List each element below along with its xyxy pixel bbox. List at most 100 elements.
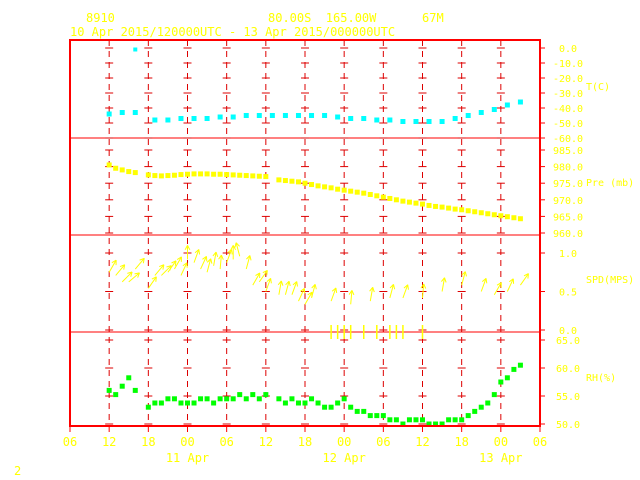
pressure-point bbox=[191, 171, 197, 177]
temp-point bbox=[400, 119, 406, 124]
wind-arrow-head bbox=[182, 262, 188, 267]
pressure-point bbox=[256, 173, 262, 179]
humidity-point bbox=[256, 396, 262, 402]
x-tick-label: 00 bbox=[494, 435, 508, 449]
pressure-point bbox=[309, 182, 315, 188]
humidity-point bbox=[309, 396, 315, 402]
wind-arrow bbox=[265, 277, 272, 292]
temp-point bbox=[295, 113, 301, 118]
humidity-point bbox=[465, 413, 471, 419]
x-tick-label: 00 bbox=[337, 435, 351, 449]
humidity-point bbox=[152, 400, 158, 406]
pressure-point bbox=[393, 197, 399, 203]
x-tick-label: 06 bbox=[533, 435, 547, 449]
wind-arrow-head bbox=[389, 284, 394, 289]
pressure-point bbox=[165, 173, 171, 179]
wind-arrow-shaft bbox=[219, 255, 222, 270]
wind-arrow bbox=[230, 245, 237, 260]
x-tick-label: 12 bbox=[259, 435, 273, 449]
station-elevation: 67M bbox=[422, 11, 444, 25]
wind-arrow-head bbox=[210, 258, 213, 264]
wind-arrow bbox=[389, 284, 396, 299]
wind-arrow bbox=[161, 265, 172, 276]
humidity-point bbox=[289, 396, 295, 402]
wind-arrow-shaft bbox=[235, 242, 241, 257]
y-tick-label: -60.0 bbox=[553, 134, 583, 145]
wind-arrow-head bbox=[127, 271, 133, 274]
temp-point bbox=[191, 116, 197, 121]
pressure-point bbox=[178, 172, 184, 178]
temp-point bbox=[132, 110, 138, 115]
wind-arrow-head bbox=[351, 290, 355, 296]
wind-arrow-head bbox=[166, 265, 172, 268]
x-tick-label: 06 bbox=[376, 435, 390, 449]
panel-label: RH(%) bbox=[586, 373, 616, 384]
pressure-point bbox=[315, 183, 321, 189]
pressure-point bbox=[171, 172, 177, 178]
wind-arrow-head bbox=[194, 249, 200, 254]
humidity-point bbox=[387, 417, 393, 423]
wind-arrow bbox=[480, 277, 488, 292]
wind-arrow-head bbox=[527, 273, 529, 279]
wind-arrow-head bbox=[441, 277, 445, 282]
wind-arrow-head bbox=[285, 280, 290, 286]
y-tick-label: -40.0 bbox=[553, 104, 583, 115]
x-day-label: 13 Apr bbox=[479, 451, 522, 465]
wind-arrow-head bbox=[246, 255, 251, 260]
humidity-point bbox=[328, 404, 334, 410]
x-tick-label: 18 bbox=[141, 435, 155, 449]
temp-point bbox=[217, 114, 223, 120]
plot-frame bbox=[69, 39, 541, 427]
temp-point bbox=[269, 113, 275, 118]
wind-arrow-head bbox=[335, 287, 338, 293]
wind-arrow-head bbox=[292, 281, 298, 286]
temp-point bbox=[465, 113, 471, 118]
temp-point bbox=[413, 119, 419, 124]
humidity-point bbox=[420, 417, 425, 423]
temp-point bbox=[243, 113, 249, 118]
temp-point bbox=[374, 117, 380, 123]
humidity-point bbox=[452, 417, 458, 423]
pressure-point bbox=[433, 203, 439, 209]
wind-arrow bbox=[212, 251, 219, 266]
wind-arrow bbox=[134, 257, 145, 270]
pressure-point bbox=[341, 187, 347, 193]
wind-arrow-head bbox=[496, 282, 502, 286]
temp-point bbox=[387, 117, 393, 123]
wind-arrow-head bbox=[403, 284, 409, 289]
pressure-point bbox=[335, 186, 341, 192]
pressure-point bbox=[322, 184, 328, 190]
wind-arrow-shaft bbox=[193, 249, 200, 263]
wind-arrow bbox=[420, 283, 427, 298]
panel-label: T(C) bbox=[586, 82, 610, 93]
humidity-point bbox=[413, 417, 419, 423]
wind-arrow-head bbox=[407, 284, 409, 290]
wind-arrow-head bbox=[523, 273, 529, 277]
wind-arrow bbox=[245, 255, 252, 270]
wind-arrow-shaft bbox=[330, 287, 337, 302]
temp-point bbox=[230, 114, 236, 120]
humidity-point bbox=[165, 396, 171, 402]
y-tick-label: 50.0 bbox=[556, 420, 580, 431]
wind-arrow-head bbox=[206, 258, 212, 263]
y-tick-label: 0.0 bbox=[559, 44, 577, 55]
pressure-point bbox=[426, 202, 432, 208]
wind-arrow-head bbox=[212, 251, 217, 257]
pressure-point bbox=[230, 172, 236, 178]
wind-arrow-head bbox=[184, 245, 188, 251]
wind-arrow bbox=[252, 272, 261, 286]
humidity-point bbox=[250, 392, 256, 398]
pressure-point bbox=[504, 214, 510, 220]
humidity-point bbox=[185, 400, 190, 406]
pressure-point bbox=[276, 177, 282, 183]
y-tick-label: 975.0 bbox=[553, 179, 583, 190]
y-tick-label: 985.0 bbox=[553, 146, 583, 157]
humidity-point bbox=[132, 387, 138, 393]
pressure-point bbox=[400, 198, 406, 204]
humidity-point bbox=[426, 421, 432, 427]
wind-arrow-shaft bbox=[350, 290, 353, 305]
wind-arrow-head bbox=[392, 284, 396, 290]
humidity-point bbox=[295, 400, 301, 406]
humidity-point bbox=[393, 417, 399, 423]
